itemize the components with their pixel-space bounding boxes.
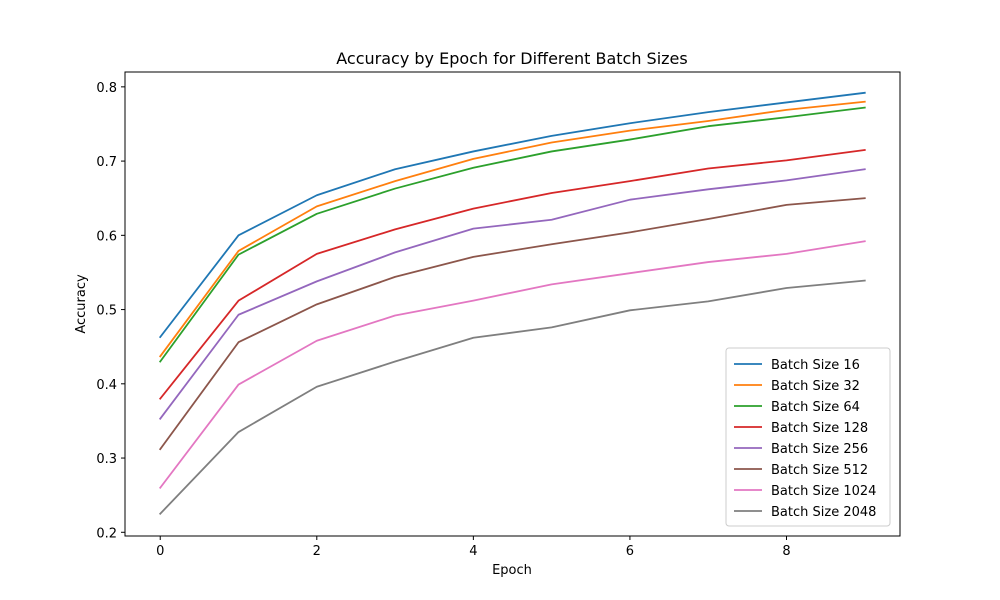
y-tick-label: 0.4 bbox=[96, 378, 117, 393]
series-line-1 bbox=[158, 91, 866, 339]
series-line-5 bbox=[158, 168, 866, 420]
plot-area: 0 2 4 6 8 0.2 0.3 0.4 0.5 0.6 0.7 0.8 bbox=[96, 71, 901, 559]
legend-label: Batch Size 512 bbox=[771, 463, 868, 478]
x-tick-label: 2 bbox=[313, 544, 321, 559]
x-tick-label: 8 bbox=[782, 544, 790, 559]
series-line-6 bbox=[158, 197, 866, 451]
series-line-8 bbox=[158, 279, 866, 516]
x-tick-label: 0 bbox=[156, 544, 164, 559]
legend-label: Batch Size 128 bbox=[771, 421, 868, 436]
legend-label: Batch Size 16 bbox=[771, 358, 860, 373]
legend-label: Batch Size 64 bbox=[771, 400, 860, 415]
y-tick-label: 0.2 bbox=[96, 526, 117, 541]
plot-frame bbox=[124, 71, 901, 537]
y-tick-label: 0.7 bbox=[96, 155, 117, 170]
legend-label: Batch Size 32 bbox=[771, 379, 860, 394]
x-tick-label: 6 bbox=[626, 544, 634, 559]
x-tick-label: 4 bbox=[469, 544, 477, 559]
y-tick-label: 0.5 bbox=[96, 304, 117, 319]
series-line-4 bbox=[158, 148, 866, 400]
series-line-7 bbox=[158, 240, 866, 490]
chart-title: Accuracy by Epoch for Different Batch Si… bbox=[336, 49, 687, 68]
series-line-3 bbox=[158, 106, 866, 363]
y-tick-label: 0.3 bbox=[96, 452, 117, 467]
y-axis-label: Accuracy bbox=[74, 274, 89, 334]
legend-label: Batch Size 1024 bbox=[771, 484, 876, 499]
legend: Batch Size 16 Batch Size 32 Batch Size 64 B… bbox=[725, 347, 891, 527]
series-line-2 bbox=[158, 100, 866, 358]
legend-label: Batch Size 256 bbox=[771, 442, 868, 457]
legend-label: Batch Size 2048 bbox=[771, 505, 876, 520]
y-tick-label: 0.8 bbox=[96, 81, 117, 96]
legend-box bbox=[725, 347, 891, 527]
x-axis-label: Epoch bbox=[492, 563, 532, 578]
y-tick-label: 0.6 bbox=[96, 229, 117, 244]
